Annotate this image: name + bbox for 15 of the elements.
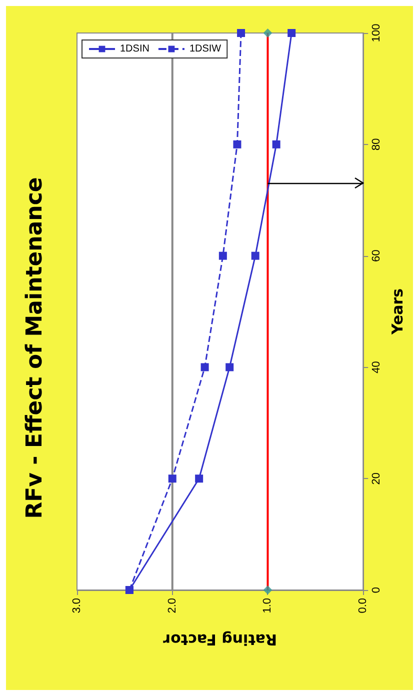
y-tick-label: 100	[370, 24, 383, 42]
y-tick-label: 20	[370, 472, 383, 485]
y-tick-label: 0	[370, 586, 383, 594]
legend-label: 1DSIN	[120, 44, 150, 54]
x-tick-label: 1.0	[262, 598, 274, 614]
x-tick-label: 0.0	[357, 598, 370, 614]
legend-label: 1DSIW	[189, 44, 222, 54]
x-axis-title: Rating Factor	[162, 630, 277, 648]
y-tick-label: 60	[370, 250, 383, 262]
y-tick-label: 80	[370, 138, 383, 151]
y-axis-title: Years	[388, 288, 406, 336]
x-tick-label: 2.0	[166, 598, 178, 614]
x-tick-label: 3.0	[71, 598, 83, 614]
text: RFv - Effect of Maintenance	[22, 177, 48, 519]
y-tick-label: 40	[370, 361, 383, 374]
